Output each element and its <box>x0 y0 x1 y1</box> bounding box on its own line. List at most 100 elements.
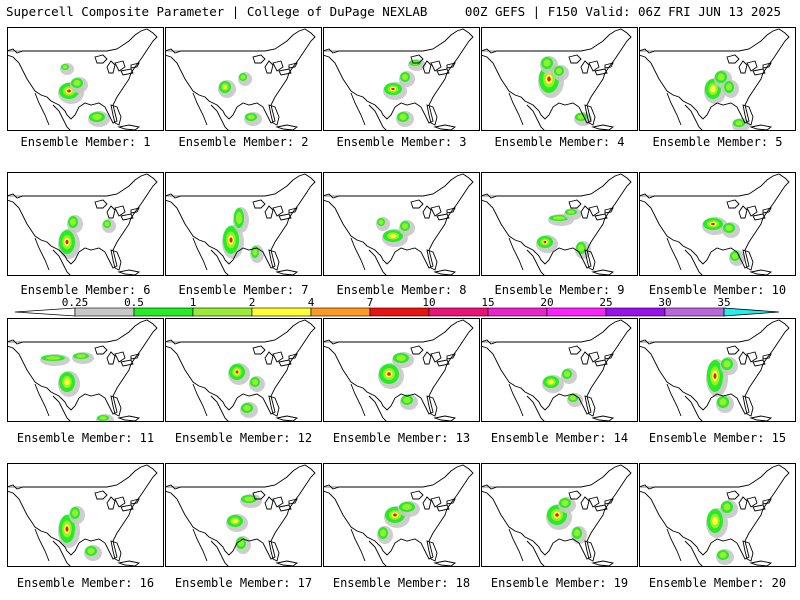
panel-caption: Ensemble Member: 2 <box>178 135 309 149</box>
colorbar-label: 15 <box>481 296 494 309</box>
colorbar: 0.25 0.5 1 2 4 7 10 15 20 25 30 35 <box>14 296 780 317</box>
scp-field <box>58 229 80 259</box>
coastline <box>481 319 632 422</box>
panel-caption: Ensemble Member: 9 <box>494 283 625 297</box>
colorbar-segment <box>605 307 666 317</box>
panel-caption: Ensemble Member: 17 <box>174 576 313 590</box>
colorbar-label: 7 <box>367 296 374 309</box>
colorbar-label: 1 <box>190 296 197 309</box>
coastline <box>7 28 158 131</box>
coastline <box>7 464 158 567</box>
colorbar-label: 25 <box>599 296 612 309</box>
map-svg <box>165 463 322 567</box>
panel-frame <box>481 27 638 131</box>
colorbar-label: 35 <box>717 296 730 309</box>
coastline <box>639 173 790 276</box>
map-svg <box>481 318 638 422</box>
colorbar-label: 30 <box>658 296 671 309</box>
panel-frame <box>165 172 322 276</box>
scp-field <box>383 82 407 100</box>
ensemble-map-panel <box>165 463 322 567</box>
map-svg <box>323 318 480 422</box>
colorbar-segment <box>133 307 194 317</box>
scp-field <box>400 394 418 410</box>
colorbar-segment <box>310 307 371 317</box>
panel-caption: Ensemble Member: 13 <box>332 431 471 445</box>
panel-frame <box>7 318 164 422</box>
coastline <box>481 464 632 567</box>
ensemble-map-panel <box>7 318 164 422</box>
coastline <box>165 173 316 276</box>
scp-field <box>102 219 116 233</box>
map-svg <box>481 172 638 276</box>
panel-frame <box>481 318 638 422</box>
scp-field <box>392 352 414 368</box>
colorbar-segment <box>74 307 135 317</box>
panel-frame <box>323 27 480 131</box>
panel-caption: Ensemble Member: 10 <box>648 283 787 297</box>
colorbar-label: 4 <box>308 296 315 309</box>
scp-field <box>240 494 262 508</box>
panel-caption: Ensemble Member: 7 <box>178 283 309 297</box>
ensemble-map-panel <box>7 172 164 276</box>
scp-field <box>58 371 80 397</box>
colorbar-arrow-high <box>723 307 780 317</box>
scp-field <box>96 414 114 422</box>
scp-field <box>399 71 415 87</box>
ensemble-map-panel <box>323 463 480 567</box>
colorbar-segment <box>369 307 430 317</box>
map-svg <box>481 27 638 131</box>
colorbar-arrow-low <box>14 307 76 317</box>
scp-field <box>540 56 558 74</box>
coastline <box>165 319 316 422</box>
panel-frame <box>323 172 480 276</box>
ensemble-map-panel <box>481 318 638 422</box>
scp-field <box>377 526 393 544</box>
map-svg <box>165 27 322 131</box>
coastline <box>323 319 474 422</box>
panel-caption: Ensemble Member: 18 <box>332 576 471 590</box>
scp-field <box>722 222 740 238</box>
ensemble-map-panel <box>165 27 322 131</box>
ensemble-map-panel <box>481 463 638 567</box>
panel-frame <box>7 27 164 131</box>
scp-field <box>244 112 262 126</box>
coastline <box>639 464 790 567</box>
scp-field <box>567 393 583 407</box>
colorbar-segment <box>192 307 253 317</box>
panel-caption: Ensemble Member: 15 <box>648 431 787 445</box>
scp-field <box>575 241 591 259</box>
panel-frame <box>323 463 480 567</box>
map-svg <box>639 463 796 567</box>
coastline <box>639 28 790 131</box>
scp-field <box>723 80 739 98</box>
panel-caption: Ensemble Member: 6 <box>20 283 151 297</box>
ensemble-map-panel <box>323 172 480 276</box>
scp-field <box>398 501 420 517</box>
scp-field <box>553 65 569 81</box>
panel-frame <box>481 463 638 567</box>
scp-field <box>558 497 576 513</box>
scp-field <box>84 545 102 561</box>
map-svg <box>165 318 322 422</box>
scp-field <box>70 77 88 93</box>
scp-field <box>69 506 85 524</box>
coastline <box>7 173 158 276</box>
map-svg <box>639 27 796 131</box>
scp-field <box>249 376 265 392</box>
panel-frame <box>639 463 796 567</box>
map-svg <box>165 172 322 276</box>
map-svg <box>323 172 480 276</box>
scp-field <box>228 363 250 385</box>
coastline <box>7 319 158 422</box>
scp-field <box>67 215 83 233</box>
map-svg <box>7 463 164 567</box>
colorbar-label: 20 <box>540 296 553 309</box>
colorbar-segment <box>428 307 489 317</box>
ensemble-map-panel <box>639 172 796 276</box>
coastline <box>165 28 316 131</box>
chart-title: Supercell Composite Parameter | College … <box>6 4 428 19</box>
scp-field <box>60 63 74 75</box>
panel-caption: Ensemble Member: 11 <box>16 431 155 445</box>
scp-field <box>238 72 252 86</box>
